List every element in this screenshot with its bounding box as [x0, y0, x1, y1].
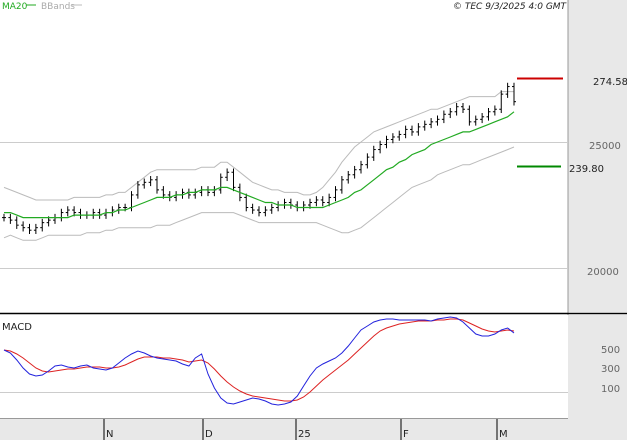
- macd-line: [3, 316, 515, 406]
- price-axis-gutter: [568, 0, 627, 312]
- signal-line: [3, 318, 515, 402]
- x-label-25: 25: [298, 429, 311, 440]
- macd-ytick-100: 100: [601, 384, 620, 395]
- legend-bbands: BBands: [41, 2, 75, 12]
- timestamp: © TEC 9/3/2025 4:0 GMT: [453, 2, 568, 12]
- x-label-m: M: [499, 429, 508, 440]
- bbands-upper-line: [3, 91, 514, 201]
- x-label-d: D: [205, 429, 213, 440]
- x-label-f: F: [403, 429, 409, 440]
- time-axis-gutter: [0, 419, 627, 440]
- resistance-label: 274.58: [593, 77, 627, 88]
- price-panel-plot: [0, 0, 568, 312]
- price-ytick-20000: 20000: [587, 267, 619, 278]
- macd-ytick-300: 300: [601, 364, 620, 375]
- macd-ytick-500: 500: [601, 345, 620, 356]
- price-bars: [2, 82, 516, 234]
- bbands-lower-line: [3, 146, 515, 241]
- support-label: 239.80: [569, 164, 604, 175]
- x-label-n: N: [106, 429, 113, 440]
- ma20-line: [4, 111, 515, 219]
- macd-label: MACD: [2, 322, 32, 333]
- legend-ma20: MA20: [2, 2, 28, 12]
- price-ytick-25000: 25000: [589, 141, 621, 152]
- time-axis: N D 25 F M: [103, 419, 508, 440]
